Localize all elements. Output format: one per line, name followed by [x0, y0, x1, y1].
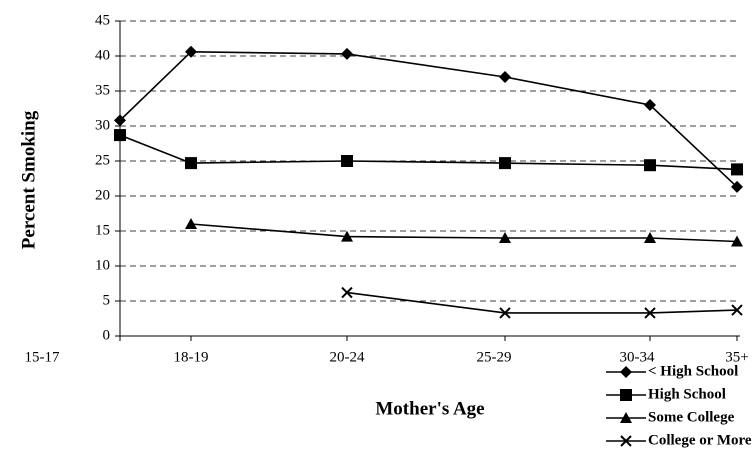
- x-tick-label: 30-34: [620, 349, 655, 365]
- x-tick-label: 20-24: [330, 349, 365, 365]
- marker: [341, 155, 353, 167]
- marker: [499, 307, 511, 319]
- marker: [114, 114, 126, 127]
- marker: [731, 235, 743, 247]
- marker: [644, 99, 656, 111]
- x-tick-label: 15-17: [25, 349, 60, 365]
- y-tick-label: 40: [95, 47, 110, 63]
- y-tick-label: 45: [95, 12, 110, 28]
- series-line: [119, 134, 738, 171]
- legend-label: College or More: [648, 432, 752, 448]
- marker: [185, 45, 197, 58]
- y-tick-label: 20: [95, 187, 110, 203]
- y-tick-label: 15: [95, 222, 110, 238]
- x-tick-label: 25-29: [477, 349, 512, 365]
- y-tick-label: 35: [95, 82, 110, 98]
- marker: [620, 366, 632, 378]
- y-tick-label: 10: [95, 257, 110, 273]
- series-line: [119, 50, 738, 188]
- x-axis-label: Mother's Age: [375, 398, 484, 419]
- series-line: [346, 291, 738, 314]
- y-tick-label: 30: [95, 117, 110, 133]
- marker: [114, 129, 126, 142]
- marker: [499, 157, 511, 170]
- marker: [499, 71, 511, 83]
- marker: [644, 307, 656, 319]
- series-line: [190, 223, 738, 243]
- marker: [731, 180, 743, 193]
- y-tick-label: 25: [95, 152, 110, 168]
- legend-label: Some College: [648, 409, 735, 425]
- marker: [499, 232, 511, 243]
- marker: [620, 412, 632, 423]
- y-axis-label: Percent Smoking: [18, 110, 39, 249]
- marker: [620, 389, 632, 401]
- legend-label: < High School: [648, 363, 738, 379]
- x-tick-label: 18-19: [174, 349, 209, 365]
- marker: [731, 304, 743, 316]
- x-tick-label: 35+: [725, 349, 748, 365]
- marker: [620, 435, 632, 447]
- marker: [644, 232, 656, 243]
- marker: [341, 47, 353, 60]
- marker: [341, 230, 353, 242]
- y-tick-label: 5: [103, 292, 111, 308]
- marker: [185, 157, 197, 170]
- y-tick-label: 0: [103, 327, 111, 343]
- marker: [644, 159, 656, 172]
- marker: [185, 218, 197, 229]
- marker: [341, 286, 353, 299]
- legend-label: High School: [648, 386, 726, 402]
- marker: [731, 163, 743, 176]
